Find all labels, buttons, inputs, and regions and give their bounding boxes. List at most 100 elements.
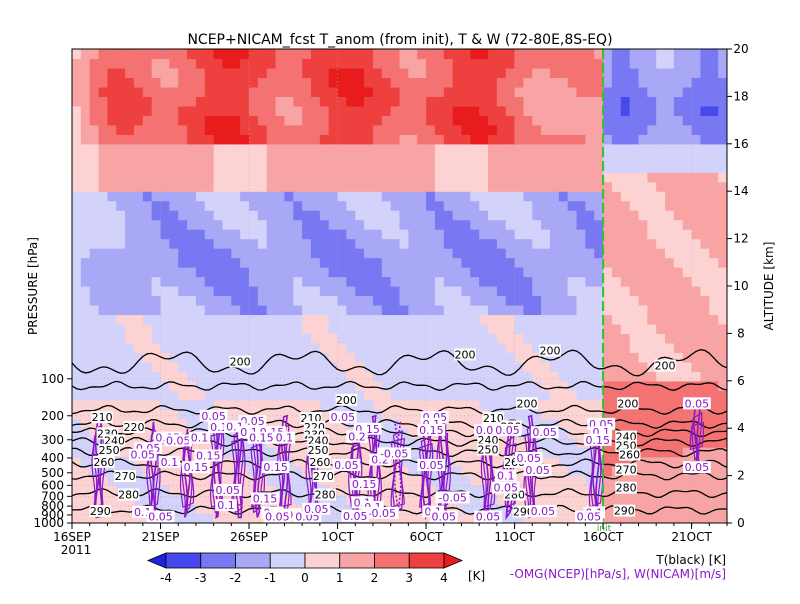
anomaly-cell — [541, 267, 551, 278]
anomaly-cell — [319, 58, 330, 69]
anomaly-cell — [665, 333, 675, 344]
anomaly-cell — [549, 191, 560, 202]
anomaly-cell — [142, 485, 153, 496]
temperature-contour-label-bg — [654, 359, 676, 372]
anomaly-cell — [266, 286, 277, 297]
anomaly-cell — [231, 267, 241, 278]
anomaly-cell — [443, 314, 454, 325]
chart-title: NCEP+NICAM_fcst T_anom (from init), T & … — [187, 32, 612, 48]
anomaly-cell — [213, 153, 224, 164]
wind-contour-label-bg — [302, 502, 331, 515]
anomaly-cell — [213, 210, 224, 221]
anomaly-cell — [665, 210, 675, 221]
anomaly-cell — [319, 323, 330, 334]
anomaly-cell — [594, 153, 604, 164]
anomaly-cell — [417, 352, 427, 363]
anomaly-cell — [310, 323, 321, 334]
anomaly-cell — [372, 409, 383, 420]
anomaly-cell — [125, 371, 135, 382]
anomaly-cell — [390, 314, 401, 325]
anomaly-cell — [399, 96, 409, 107]
anomaly-cell — [585, 86, 595, 97]
anomaly-cell — [364, 409, 374, 420]
anomaly-cell — [249, 314, 259, 325]
anomaly-cell — [647, 513, 657, 523]
anomaly-cell — [364, 361, 374, 372]
anomaly-cell — [682, 115, 693, 126]
anomaly-cell — [700, 513, 710, 523]
anomaly-cell — [426, 153, 436, 164]
anomaly-cell — [408, 494, 418, 505]
anomaly-cell — [496, 304, 507, 316]
anomaly-cell — [399, 314, 409, 325]
anomaly-cell — [89, 96, 100, 107]
anomaly-cell — [116, 342, 126, 353]
anomaly-cell — [496, 162, 507, 173]
anomaly-cell — [125, 124, 135, 135]
anomaly-cell — [505, 295, 516, 306]
anomaly-cell — [231, 437, 241, 448]
anomaly-cell — [549, 399, 560, 410]
anomaly-cell — [665, 257, 675, 268]
anomaly-cell — [665, 96, 675, 107]
anomaly-cell — [72, 390, 82, 401]
anomaly-cell — [249, 229, 259, 240]
anomaly-cell — [576, 200, 586, 211]
anomaly-cell — [620, 380, 631, 391]
anomaly-cell — [541, 352, 551, 363]
anomaly-cell — [541, 229, 551, 240]
anomaly-cell — [611, 295, 622, 306]
anomaly-cell — [638, 67, 648, 79]
anomaly-cell — [107, 238, 117, 249]
colorbar-segment — [165, 552, 202, 569]
anomaly-cell — [514, 238, 525, 249]
anomaly-cell — [302, 361, 312, 372]
anomaly-cell — [310, 67, 321, 79]
anomaly-cell — [381, 67, 392, 79]
anomaly-cell — [434, 162, 445, 173]
anomaly-cell — [700, 143, 710, 154]
anomaly-cell — [133, 172, 144, 183]
anomaly-cell — [488, 124, 498, 135]
anomaly-cell — [665, 466, 675, 477]
anomaly-cell — [133, 304, 144, 316]
anomaly-cell — [346, 49, 356, 60]
anomaly-cell — [496, 352, 507, 363]
anomaly-cell — [443, 210, 454, 221]
anomaly-cell — [399, 466, 409, 477]
anomaly-cell — [691, 409, 702, 420]
anomaly-cell — [257, 58, 268, 69]
anomaly-cell — [328, 352, 339, 363]
anomaly-cell — [249, 286, 259, 297]
anomaly-cell — [567, 67, 578, 79]
anomaly-cell — [417, 304, 427, 316]
anomaly-cell — [372, 352, 383, 363]
anomaly-cell — [160, 115, 170, 126]
anomaly-cell — [187, 153, 197, 164]
anomaly-cell — [80, 181, 91, 192]
anomaly-cell — [231, 371, 241, 382]
anomaly-cell — [213, 352, 224, 363]
anomaly-cell — [532, 86, 542, 97]
anomaly-cell — [585, 409, 595, 420]
anomaly-cell — [72, 352, 82, 363]
anomaly-cell — [523, 380, 533, 391]
wind-contour-label: -0.05 — [368, 507, 396, 520]
anomaly-cell — [222, 124, 232, 135]
anomaly-cell — [364, 248, 374, 259]
anomaly-cell — [160, 172, 170, 183]
anomaly-cell — [603, 238, 613, 249]
anomaly-cell — [647, 504, 657, 515]
anomaly-cell — [310, 210, 321, 221]
anomaly-cell — [452, 437, 463, 448]
anomaly-cell — [549, 105, 560, 116]
anomaly-cell — [452, 67, 463, 79]
anomaly-cell — [523, 371, 533, 382]
anomaly-cell — [709, 286, 719, 297]
anomaly-cell — [496, 77, 507, 88]
anomaly-cell — [665, 248, 675, 259]
anomaly-cell — [585, 229, 595, 240]
anomaly-cell — [319, 181, 330, 192]
anomaly-cell — [700, 380, 710, 391]
anomaly-cell — [709, 390, 719, 401]
